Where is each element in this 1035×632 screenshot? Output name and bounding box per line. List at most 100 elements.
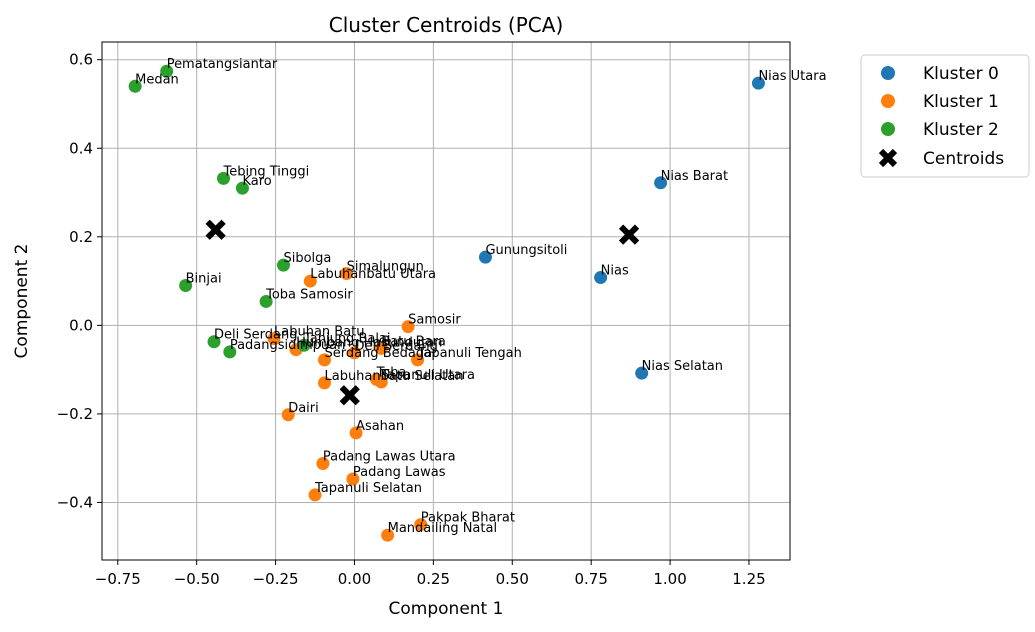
point-label: Padang Lawas Utara: [323, 449, 456, 464]
x-tick-label: 1.00: [653, 570, 686, 588]
legend-marker: [881, 122, 895, 136]
data-point: [217, 171, 231, 185]
data-point: [128, 79, 142, 93]
point-label: Toba Samosir: [265, 287, 353, 302]
legend-label: Kluster 1: [923, 92, 999, 112]
x-tick-label: 0.00: [338, 570, 371, 588]
x-tick-label: 1.25: [732, 570, 765, 588]
point-label: Mandailing Natal: [388, 521, 497, 536]
data-point: [347, 346, 361, 360]
data-point: [207, 335, 221, 349]
data-point: [308, 488, 322, 502]
data-point: [635, 366, 649, 380]
point-label: Pematangsiantar: [167, 57, 278, 72]
centroid-marker: [205, 219, 226, 240]
legend-label: Kluster 2: [923, 120, 999, 140]
data-point: [340, 267, 354, 281]
x-tick-label: −0.75: [95, 570, 141, 588]
data-point: [349, 426, 363, 440]
point-label: Tanjung Balai: [303, 331, 391, 346]
point-label: Humbang Hasundutan: [296, 336, 442, 351]
point-label: Tebing Tinggi: [223, 164, 310, 179]
data-point: [478, 250, 492, 264]
chart-title: Cluster Centroids (PCA): [329, 13, 564, 37]
point-label: Samosir: [408, 313, 461, 328]
point-label: Serdang Bedagai: [324, 346, 435, 361]
x-tick-label: 0.25: [417, 570, 450, 588]
legend-label: Centroids: [923, 149, 1004, 169]
data-point: [160, 64, 174, 78]
data-point: [267, 332, 281, 346]
centroid-marker: [618, 224, 640, 245]
point-label: Tapanuli Utara: [380, 368, 475, 383]
grid: [102, 42, 790, 560]
point-label: Asahan: [356, 419, 404, 434]
data-point: [235, 181, 249, 195]
data-point: [751, 76, 765, 90]
data-point: [317, 353, 331, 367]
data-point: [317, 376, 331, 390]
x-tick-label: −0.25: [253, 570, 299, 588]
point-label: Nias Selatan: [642, 359, 723, 374]
point-label: Nias Barat: [661, 169, 729, 184]
x-axis-title: Component 1: [389, 599, 504, 619]
y-tick-label: 0.6: [69, 51, 93, 69]
y-tick-label: −0.2: [57, 405, 93, 423]
point-label: Sibolga: [283, 251, 331, 266]
x-tick-label: 0.50: [496, 570, 529, 588]
point-label: Simalungun: [347, 260, 424, 275]
legend-label: Kluster 0: [923, 64, 999, 84]
point-label: Padang Lawas: [353, 465, 446, 480]
centroid-marker: [339, 385, 360, 406]
data-points: [128, 64, 765, 542]
point-labels: Nias Utara Nias Barat Gunungsitoli Nias Nias…: [135, 57, 826, 536]
plot-frame: [101, 41, 791, 561]
point-label: Batu Bara: [381, 334, 446, 349]
point-label: Nias Utara: [758, 69, 826, 84]
point-label: Gunungsitoli: [485, 243, 567, 258]
point-label: Labuhan Batu: [274, 325, 365, 340]
point-label: Deli Serdang: [354, 339, 437, 354]
data-point: [401, 320, 415, 334]
legend-centroid-icon: [878, 148, 898, 168]
y-tick-label: −0.4: [57, 493, 93, 511]
point-label: Pakpak Bharat: [421, 511, 515, 526]
data-point: [281, 408, 295, 422]
data-point: [414, 518, 428, 532]
point-label: Padangsidimpuan: [230, 338, 346, 353]
data-point: [346, 472, 360, 486]
point-label: Binjai: [186, 272, 222, 287]
point-label: Tapanuli Selatan: [314, 481, 422, 496]
axis-ticks: −0.75 −0.50 −0.25 0.00 0.25 0.50 0.75 1.00 1.25 −…: [57, 51, 766, 588]
point-label: Medan: [135, 72, 179, 87]
legend-box: [860, 54, 1030, 178]
point-label: Karo: [242, 174, 271, 189]
data-point: [594, 271, 608, 285]
y-tick-label: 0.4: [69, 139, 93, 157]
y-axis-title: Component 2: [12, 244, 32, 359]
point-label: Deli Serdang: [214, 328, 297, 343]
data-point: [223, 345, 237, 359]
data-point: [654, 176, 668, 190]
data-point: [303, 274, 317, 288]
legend: Kluster 0 Kluster 1 Kluster 2 Centroids: [860, 54, 1030, 178]
point-label: Tapanuli Tengah: [417, 346, 522, 361]
point-label: Labuhanbatu Selatan: [324, 369, 463, 384]
y-tick-label: 0.0: [69, 316, 93, 334]
data-point: [381, 528, 395, 542]
data-point: [374, 375, 388, 389]
point-label: Dairi: [288, 401, 319, 416]
legend-marker: [881, 94, 895, 108]
legend-marker: [881, 66, 895, 80]
data-point: [374, 341, 388, 355]
point-label: Nias: [601, 264, 629, 279]
x-tick-label: −0.50: [174, 570, 220, 588]
x-tick-label: 0.75: [574, 570, 607, 588]
point-label: Toba: [376, 365, 407, 380]
y-tick-label: 0.2: [69, 228, 93, 246]
data-point: [297, 338, 311, 352]
data-point: [316, 456, 330, 470]
centroid-markers: [205, 219, 640, 406]
data-point: [179, 279, 193, 293]
